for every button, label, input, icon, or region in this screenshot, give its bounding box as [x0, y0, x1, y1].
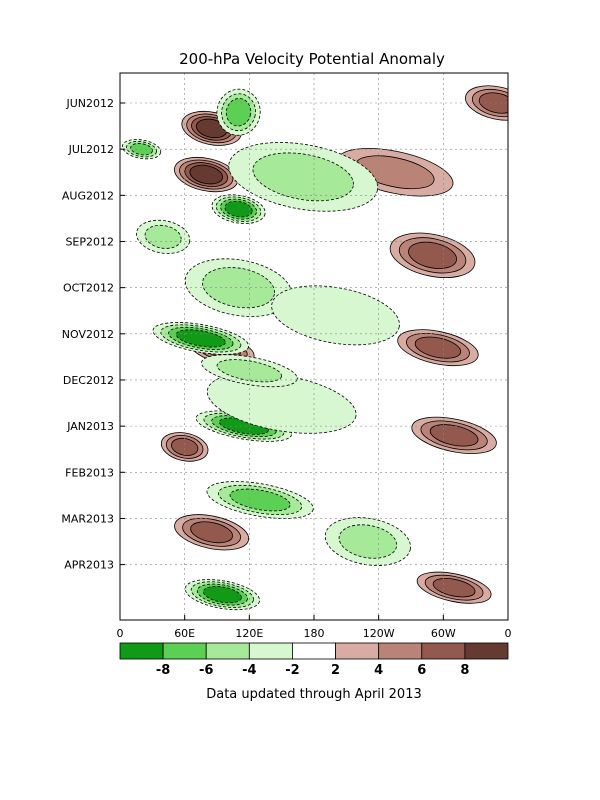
anomaly-contour-10-1: [478, 92, 508, 114]
x-tick-label: 60E: [174, 627, 195, 640]
colorbar: -8 -6 -4 -2 2 4 6 8: [119, 642, 509, 678]
colorbar-label: -4: [242, 663, 256, 678]
anomaly-contour-7-1: [414, 336, 462, 359]
y-tick-label: JUL2012: [68, 143, 114, 156]
y-tick-label: NOV2012: [62, 328, 114, 341]
anomaly-contour-4-1: [171, 437, 199, 456]
grid-lines: [120, 73, 508, 620]
colorbar-label: -8: [156, 663, 170, 678]
x-tick-label: 0: [505, 627, 512, 640]
anomaly-contour-6-1: [408, 241, 457, 269]
anomaly-contour-14-1: [202, 586, 242, 604]
colorbar-swatch: [335, 642, 380, 660]
anomaly-contour-21-1: [271, 285, 400, 346]
y-tick-label: FEB2013: [65, 466, 114, 479]
x-tick-label: 60W: [431, 627, 456, 640]
colorbar-label: -6: [199, 663, 213, 678]
anomaly-contour-1-1: [189, 164, 223, 185]
colorbar-swatch: [292, 642, 336, 660]
x-axis: 0 60E 120E 180 120W 60W 0: [117, 615, 512, 640]
y-tick-label: DEC2012: [63, 374, 114, 387]
footnote: Data updated through April 2013: [206, 687, 422, 702]
anomaly-contour-16-1: [225, 98, 252, 127]
colorbar-swatch: [162, 642, 207, 660]
colorbar-label: 6: [417, 663, 426, 678]
y-tick-label: SEP2012: [65, 235, 114, 248]
y-tick-label: MAR2013: [61, 512, 114, 525]
y-axis: JUN2012 JUL2012 AUG2012 SEP2012 OCT2012 NOV20…: [61, 97, 125, 572]
colorbar-label: 8: [460, 663, 469, 678]
anomaly-contour-20-1: [229, 488, 291, 512]
y-tick-label: APR2013: [64, 559, 114, 572]
y-tick-label: JUN2012: [65, 97, 114, 110]
x-tick-label: 120E: [235, 627, 263, 640]
anomaly-contour-12-1: [175, 329, 226, 348]
anomaly-contour-24-1: [144, 224, 182, 249]
anomaly-field: [121, 85, 508, 611]
y-tick-label: OCT2012: [63, 282, 114, 295]
colorbar-swatch: [248, 642, 293, 660]
colorbar-swatch: [119, 642, 164, 660]
y-tick-label: JAN2013: [66, 420, 114, 433]
colorbar-swatch: [378, 642, 423, 660]
colorbar-swatch: [421, 642, 466, 660]
colorbar-label: -2: [285, 663, 299, 678]
chart-title: 200-hPa Velocity Potential Anomaly: [179, 50, 445, 68]
colorbar-label: 4: [374, 663, 383, 678]
anomaly-contour-5-1: [190, 521, 234, 544]
colorbar-label: 2: [331, 663, 340, 678]
anomaly-contour-25-1: [216, 359, 282, 383]
x-tick-label: 0: [117, 627, 124, 640]
colorbar-swatch: [464, 642, 509, 660]
y-tick-label: AUG2012: [62, 189, 114, 202]
x-tick-label: 120W: [363, 627, 395, 640]
anomaly-contour-19-1: [202, 267, 275, 309]
x-tick-label: 180: [304, 627, 325, 640]
anomaly-contour-23-1: [338, 524, 398, 559]
colorbar-swatch: [205, 642, 250, 660]
